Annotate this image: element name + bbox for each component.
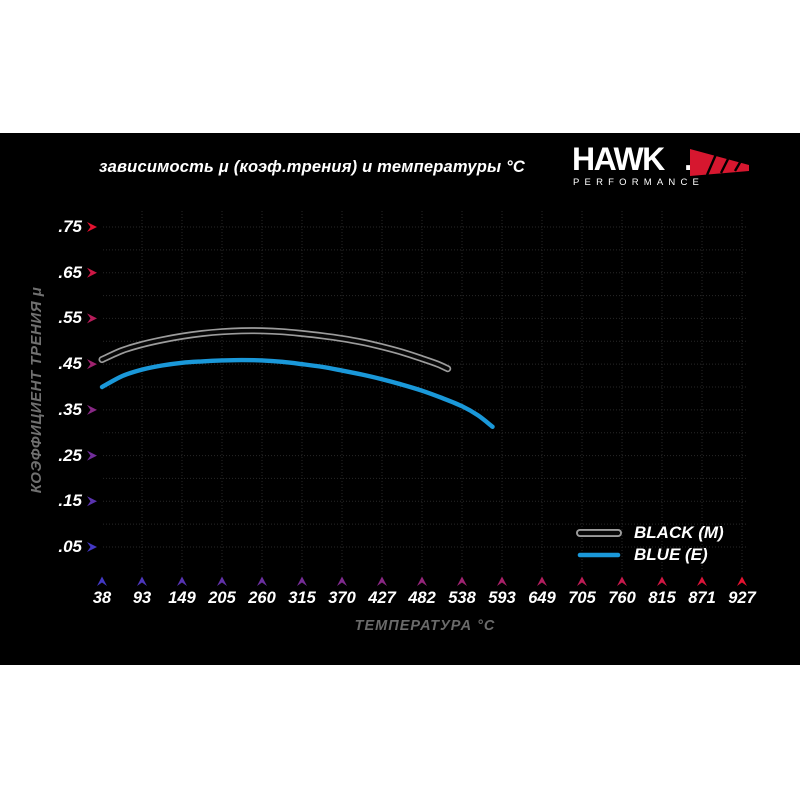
y-tick-label: .55: [58, 308, 82, 328]
legend: BLACK (M) BLUE (E): [575, 522, 724, 566]
logo-subtext: PERFORMANCE: [573, 177, 705, 188]
grid: [103, 211, 746, 572]
hawk-logo: HAWK . PERFORMANCE: [572, 143, 752, 193]
logo-text: HAWK: [572, 141, 665, 177]
y-tick-label: .05: [58, 537, 82, 556]
x-tick-label: 370: [328, 589, 356, 607]
x-tick-label: 705: [568, 589, 596, 607]
legend-label: BLACK (M): [634, 523, 724, 542]
y-tick-label: .75: [58, 217, 82, 236]
legend-item: BLACK (M): [575, 522, 724, 544]
x-tick-label: 760: [608, 589, 636, 607]
y-tick-label: .15: [58, 491, 82, 511]
chart-canvas: [87, 205, 748, 586]
x-tick-label: 260: [248, 589, 276, 607]
x-tick-label: 871: [688, 589, 716, 607]
x-tick-label: 93: [132, 589, 152, 607]
x-tick-label: 149: [168, 589, 196, 607]
x-tick-label: 927: [728, 589, 756, 607]
series-blue: [99, 357, 495, 429]
logo-wing-icon: [690, 149, 750, 182]
y-tick-label: .65: [58, 262, 82, 282]
y-tick-label: .25: [58, 445, 82, 465]
y-tick-label: .45: [58, 354, 82, 374]
x-tick-label: 315: [288, 589, 316, 607]
logo-dot: .: [684, 141, 693, 177]
y-tick-label: .35: [58, 399, 82, 419]
x-tick-label: 815: [648, 589, 676, 607]
x-tick-label: 649: [528, 589, 556, 607]
x-tick-label: 205: [208, 589, 236, 607]
legend-item: BLUE (E): [575, 544, 724, 566]
x-tick-label: 538: [448, 589, 476, 607]
x-tick-label: 427: [368, 589, 396, 607]
legend-swatch: [577, 552, 621, 558]
legend-swatch: [576, 529, 622, 537]
legend-label: BLUE (E): [634, 545, 708, 564]
chart-panel: зависимость μ (коэф.трения) и температур…: [0, 133, 800, 665]
x-tick-label: 482: [408, 589, 436, 607]
chart-title: зависимость μ (коэф.трения) и температур…: [99, 158, 526, 176]
x-tick-label: 593: [488, 589, 516, 607]
series-black: [100, 328, 450, 371]
x-tick-label: 38: [92, 589, 112, 607]
tick-arrows: [87, 222, 747, 586]
x-axis-title: ТЕМПЕРАТУРА °C: [354, 618, 496, 634]
